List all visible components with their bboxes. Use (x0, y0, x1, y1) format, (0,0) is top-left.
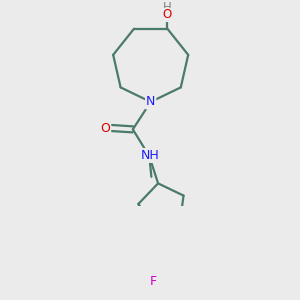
Text: F: F (149, 275, 157, 288)
Text: NH: NH (141, 149, 159, 162)
Text: H: H (163, 1, 172, 14)
Text: O: O (163, 8, 172, 22)
Text: O: O (100, 122, 110, 134)
Text: N: N (146, 95, 155, 108)
